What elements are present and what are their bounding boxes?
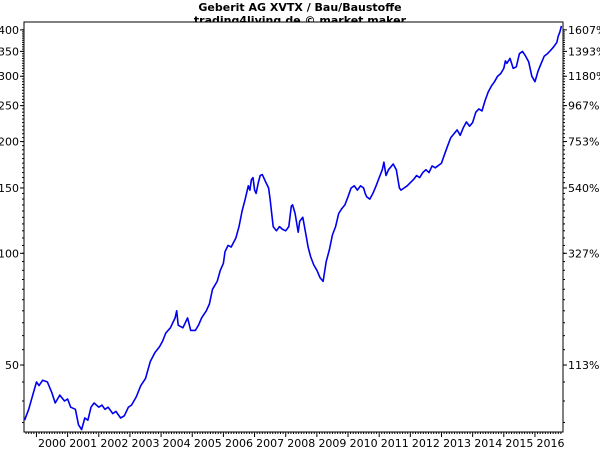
y-tick-label-left: 100 (0, 247, 19, 260)
y-tick-label-left: 250 (0, 100, 19, 113)
y-tick-label-right: 1393% (568, 45, 600, 58)
x-tick-label: 2012 (412, 437, 440, 450)
y-tick-label-left: 150 (0, 182, 19, 195)
y-tick-label-right: 113% (568, 359, 599, 372)
plot-area (23, 21, 564, 433)
y-tick-label-right: 1180% (568, 70, 600, 83)
x-tick-label: 2001 (69, 437, 97, 450)
x-tick-label: 2006 (225, 437, 253, 450)
chart-title: Geberit AG XVTX / Bau/Baustoffe (198, 1, 402, 14)
y-tick-label-left: 200 (0, 136, 19, 149)
x-tick-label: 2013 (443, 437, 471, 450)
x-tick-label: 2011 (381, 437, 409, 450)
x-tick-label: 2003 (132, 437, 160, 450)
x-tick-label: 2015 (505, 437, 533, 450)
x-tick-label: 2010 (350, 437, 378, 450)
x-tick-label: 2014 (474, 437, 502, 450)
y-tick-label-left: 400 (0, 24, 19, 37)
y-tick-label-right: 327% (568, 247, 599, 260)
y-tick-label-left: 50 (5, 359, 19, 372)
y-tick-label-left: 350 (0, 45, 19, 58)
x-tick-label: 2005 (194, 437, 222, 450)
y-tick-label-right: 967% (568, 100, 599, 113)
x-tick-label: 2008 (287, 437, 315, 450)
x-tick-label: 2002 (100, 437, 128, 450)
y-tick-label-right: 753% (568, 136, 599, 149)
x-tick-label: 2007 (256, 437, 284, 450)
y-tick-label-left: 300 (0, 70, 19, 83)
x-tick-label: 2009 (318, 437, 346, 450)
x-tick-label: 2000 (38, 437, 66, 450)
y-tick-label-right: 1607% (568, 24, 600, 37)
x-tick-label: 2004 (163, 437, 191, 450)
price-line (23, 25, 563, 431)
x-tick-label: 2016 (537, 437, 565, 450)
y-tick-label-right: 540% (568, 182, 599, 195)
